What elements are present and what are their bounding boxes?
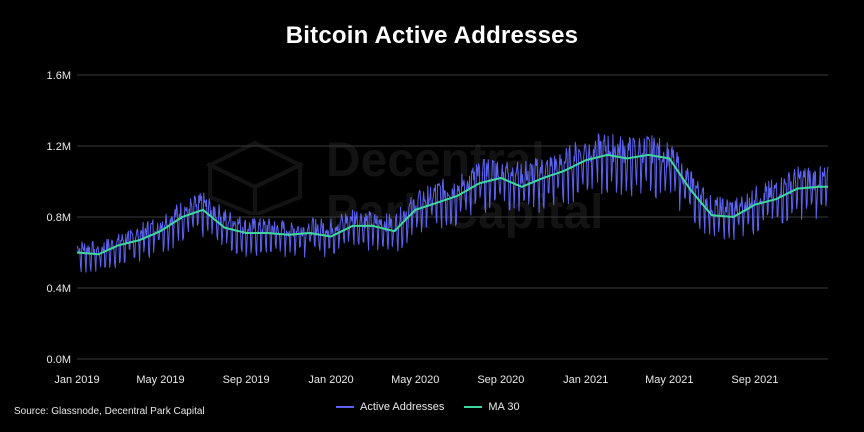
- x-tick-label: Jan 2021: [563, 374, 608, 386]
- y-tick-label: 1.6M: [47, 70, 71, 82]
- x-tick-label: Sep 2021: [731, 374, 778, 386]
- y-tick-label: 0.4M: [47, 283, 71, 295]
- x-tick-label: Sep 2020: [477, 374, 524, 386]
- legend-label-active-addresses: Active Addresses: [360, 401, 445, 413]
- x-tick-label: Sep 2019: [223, 374, 270, 386]
- x-tick-label: Jan 2020: [308, 374, 353, 386]
- legend-item-active-addresses: Active Addresses: [336, 401, 444, 413]
- x-tick-label: May 2021: [645, 374, 693, 386]
- y-tick-label: 0.0M: [47, 354, 71, 366]
- x-tick-label: May 2020: [391, 374, 439, 386]
- source-note: Source: Glassnode, Decentral Park Capita…: [14, 406, 205, 417]
- x-tick-label: Jan 2019: [54, 374, 99, 386]
- chart-legend: Active Addresses MA 30: [336, 401, 520, 413]
- series-line-active-addresses: [76, 133, 829, 273]
- legend-swatch-ma30: [464, 406, 483, 408]
- legend-label-ma30: MA 30: [488, 401, 520, 413]
- legend-item-ma30: MA 30: [464, 401, 520, 413]
- chart-title: Bitcoin Active Addresses: [285, 22, 579, 49]
- x-tick-label: May 2019: [136, 374, 184, 386]
- series-line-ma30: [76, 153, 829, 256]
- legend-swatch-active-addresses: [336, 406, 354, 408]
- y-tick-label: 0.8M: [47, 212, 71, 224]
- y-tick-label: 1.2M: [47, 141, 71, 153]
